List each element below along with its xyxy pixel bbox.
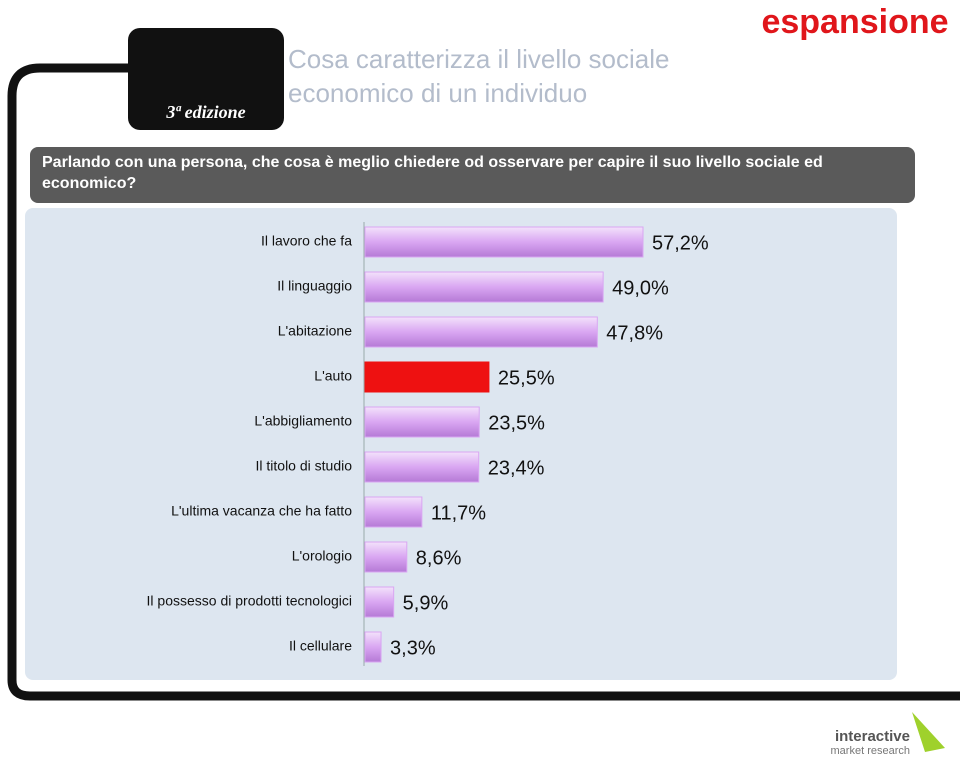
value-label: 3,3% <box>390 637 436 659</box>
value-label: 11,7% <box>431 502 486 524</box>
bar <box>364 226 644 258</box>
footer-icon <box>912 712 945 752</box>
badge: 3ª edizione <box>165 102 245 122</box>
category-label: L'abitazione <box>278 323 353 339</box>
category-label: L'orologio <box>292 548 352 564</box>
bar <box>364 631 382 663</box>
category-label: Il cellulare <box>289 638 352 654</box>
question-box <box>30 147 915 203</box>
chart-subtitle: Parlando con una persona, che cosa è meg… <box>42 154 823 192</box>
bar <box>364 406 480 438</box>
category-label: L'auto <box>314 368 352 384</box>
category-label: Il lavoro che fa <box>261 233 352 249</box>
value-label: 49,0% <box>612 277 669 299</box>
category-label: L'ultima vacanza che ha fatto <box>171 503 352 519</box>
chart-title: Cosa caratterizza il livello sociale eco… <box>288 44 670 108</box>
question-wrap: Parlando con una persona, che cosa è meg… <box>42 154 823 192</box>
bar <box>364 541 408 573</box>
bar <box>364 361 490 393</box>
brand-logo: espansione <box>761 3 948 41</box>
value-label: 5,9% <box>403 592 449 614</box>
category-label: Il titolo di studio <box>256 458 353 474</box>
footer-logo: interactive <box>835 728 910 745</box>
chart-panel <box>25 208 897 680</box>
plug <box>128 28 284 130</box>
value-label: 25,5% <box>498 367 555 389</box>
title-box: Cosa caratterizza il livello sociale eco… <box>288 44 670 108</box>
category-label: Il possesso di prodotti tecnologici <box>147 593 352 609</box>
bar <box>364 586 395 618</box>
bar <box>364 451 480 483</box>
bar <box>364 271 604 303</box>
value-label: 47,8% <box>606 322 663 344</box>
value-label: 57,2% <box>652 232 709 254</box>
category-label: Il linguaggio <box>277 278 352 294</box>
value-label: 23,5% <box>488 412 545 434</box>
footer-logo-sub: market research <box>831 745 910 757</box>
plug-cable <box>7 63 960 701</box>
value-label: 23,4% <box>488 457 545 479</box>
value-label: 8,6% <box>416 547 462 569</box>
category-label: L'abbigliamento <box>254 413 352 429</box>
bar <box>364 496 423 528</box>
bar <box>364 316 598 348</box>
